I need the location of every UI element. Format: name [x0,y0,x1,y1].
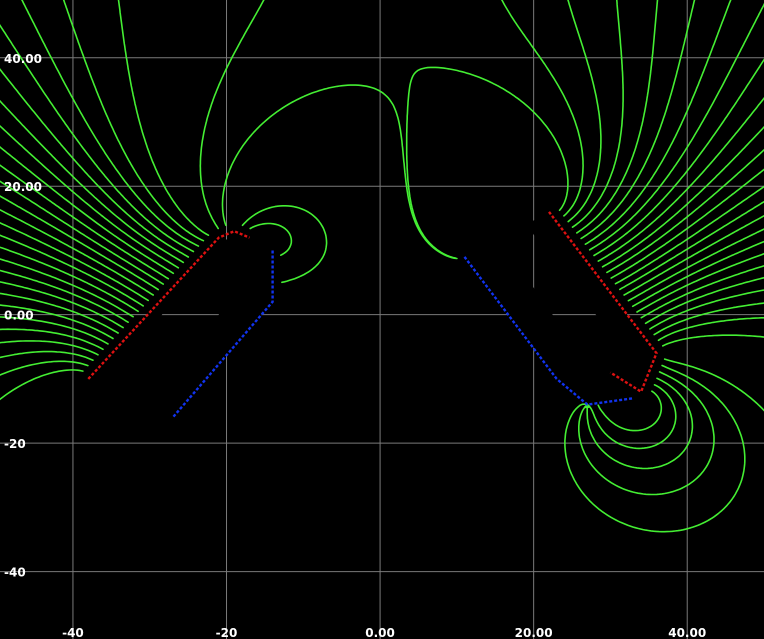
x-tick-label-4: 40.00 [668,626,706,639]
y-tick-label-1: 20.00 [4,180,42,194]
x-tick-label-0: -40 [62,626,84,639]
x-tick-label-1: -20 [216,626,238,639]
y-tick-label-3: -20 [4,437,26,451]
y-tick-label-0: 40.00 [4,52,42,66]
x-tick-label-3: 20.00 [515,626,553,639]
y-tick-label-4: -40 [4,566,26,580]
y-tick-label-2: 0.00 [4,309,34,323]
x-tick-label-2: 0.00 [365,626,395,639]
